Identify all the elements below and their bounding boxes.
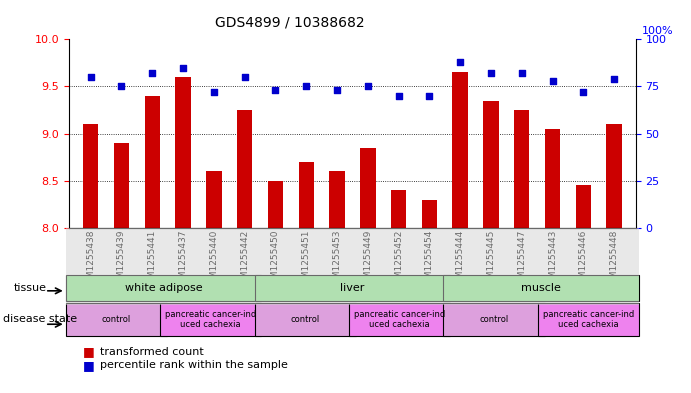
Text: control: control (291, 315, 320, 324)
Text: muscle: muscle (521, 283, 561, 293)
Point (609, 76, 620, 82)
Bar (453, 72, 468, 228)
Point (578, 89, 589, 95)
Point (85, 74, 96, 80)
Bar (206, 171, 222, 228)
Point (455, 59, 466, 65)
Bar (114, 143, 129, 228)
Text: ■: ■ (83, 345, 95, 358)
Bar (237, 110, 252, 228)
Bar (144, 96, 160, 228)
Text: 100%: 100% (641, 26, 673, 35)
Text: control: control (102, 315, 131, 324)
Bar (576, 185, 591, 228)
Point (270, 87, 281, 94)
Point (424, 93, 435, 99)
Point (332, 87, 343, 94)
Bar (330, 171, 345, 228)
Point (239, 74, 250, 80)
Bar (267, 181, 283, 228)
Text: percentile rank within the sample: percentile rank within the sample (100, 360, 288, 371)
Bar (299, 162, 314, 228)
Bar (422, 200, 437, 228)
Bar (360, 148, 375, 228)
Point (516, 70, 527, 76)
Bar (391, 190, 406, 228)
Text: transformed count: transformed count (100, 347, 204, 357)
Text: pancreatic cancer-ind
uced cachexia: pancreatic cancer-ind uced cachexia (165, 310, 256, 329)
Text: white adipose: white adipose (124, 283, 202, 293)
Point (116, 83, 127, 90)
Bar (514, 110, 529, 228)
Text: GDS4899 / 10388682: GDS4899 / 10388682 (216, 16, 365, 30)
Text: disease state: disease state (3, 314, 77, 324)
Bar (483, 101, 499, 228)
Point (393, 93, 404, 99)
Point (547, 78, 558, 84)
Point (178, 64, 189, 71)
Text: tissue: tissue (14, 283, 47, 293)
Text: ■: ■ (83, 359, 95, 372)
Text: control: control (480, 315, 509, 324)
Point (208, 89, 219, 95)
Text: liver: liver (340, 283, 365, 293)
Point (146, 70, 158, 76)
Text: pancreatic cancer-ind
uced cachexia: pancreatic cancer-ind uced cachexia (543, 310, 634, 329)
Bar (607, 124, 622, 228)
Text: pancreatic cancer-ind
uced cachexia: pancreatic cancer-ind uced cachexia (354, 310, 445, 329)
Point (301, 83, 312, 90)
Bar (176, 77, 191, 228)
Bar (545, 129, 560, 228)
Point (362, 83, 373, 90)
Bar (83, 124, 98, 228)
Point (486, 70, 497, 76)
